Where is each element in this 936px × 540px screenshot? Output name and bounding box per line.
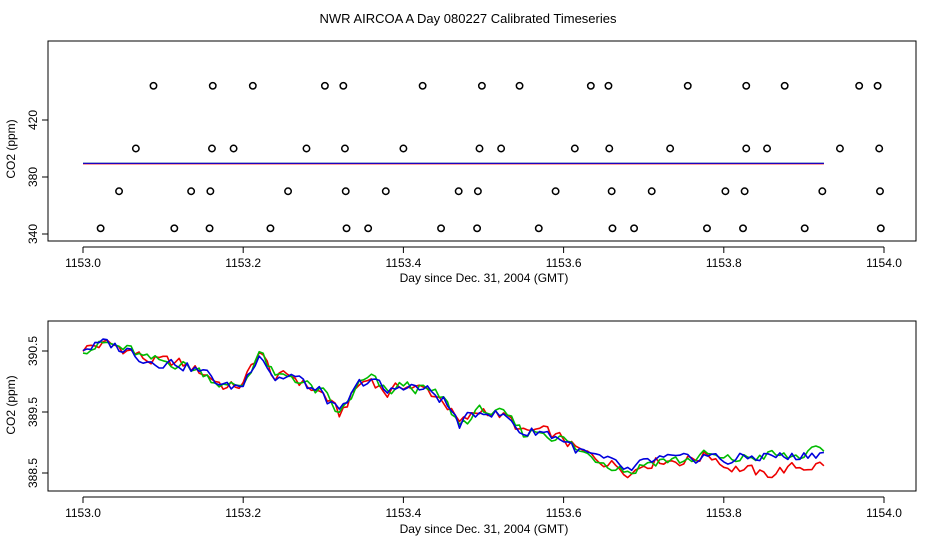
calibration-point (534, 224, 543, 233)
calibration-point (473, 224, 482, 233)
calibration-point (364, 224, 373, 233)
calibration-x-tick-label: 1154.0 (866, 256, 902, 270)
calibration-y-tick-label: 340 (26, 224, 40, 244)
calibration-point (454, 187, 463, 196)
calibration-point (855, 81, 864, 90)
calibration-point (876, 224, 885, 233)
calibration-point (721, 187, 730, 196)
calibration-x-axis-label: Day since Dec. 31, 2004 (GMT) (400, 271, 569, 285)
calibration-point (875, 144, 884, 153)
calibration-point (208, 81, 217, 90)
calibration-point (418, 81, 427, 90)
calibration-point (96, 224, 105, 233)
timeseries-x-tick-label: 1154.0 (866, 506, 902, 520)
calibration-point (835, 144, 844, 153)
calibration-point (647, 187, 656, 196)
calibration-point (630, 224, 639, 233)
timeseries-line-blue (82, 338, 825, 472)
calibration-x-tick-label: 1153.0 (65, 256, 101, 270)
timeseries-x-tick-label: 1153.8 (706, 506, 742, 520)
timeseries-x-tick-label: 1153.4 (385, 506, 421, 520)
calibration-point (266, 224, 275, 233)
calibration-point (666, 144, 675, 153)
calibration-y-axis: 340 380 420 (26, 110, 49, 244)
timeseries-y-tick-label: 388.5 (26, 458, 40, 488)
timeseries-lines (82, 338, 825, 479)
calibration-point (551, 187, 560, 196)
calibration-point (515, 81, 524, 90)
calibration-series (83, 162, 824, 165)
calibration-point (339, 81, 348, 90)
timeseries-y-axis-label: CO2 (ppm) (4, 375, 18, 434)
calibration-point (703, 224, 711, 233)
timeseries-x-axis: 1153.0 1153.2 1153.4 1153.6 1153.8 1154.0 (65, 496, 902, 520)
calibration-point (149, 81, 158, 90)
calibration-point (320, 81, 329, 90)
calibration-x-tick-label: 1153.8 (706, 256, 742, 270)
calibration-point (740, 187, 749, 196)
timeseries-x-tick-label: 1153.2 (225, 506, 261, 520)
calibration-point (876, 187, 884, 196)
calibration-point (497, 144, 506, 153)
timeseries-y-axis: 388.5 389.5 390.5 (26, 336, 49, 488)
calibration-point (683, 81, 692, 90)
timeseries-panel: 1153.0 1153.2 1153.4 1153.6 1153.8 1154.0 388… (4, 320, 917, 536)
calibration-point (475, 144, 484, 153)
calibration-point (381, 187, 390, 196)
calibration-y-tick-label: 420 (26, 110, 40, 130)
calibration-point (284, 187, 293, 196)
timeseries-x-tick-label: 1153.6 (546, 506, 582, 520)
calibration-points (96, 81, 885, 233)
calibration-point (205, 224, 214, 233)
calibration-point (818, 187, 827, 196)
calibration-point (742, 144, 751, 153)
calibration-point (586, 81, 595, 90)
timeseries-line-red (82, 339, 825, 479)
timeseries-y-tick-label: 390.5 (26, 336, 40, 366)
calibration-x-tick-label: 1153.6 (546, 256, 582, 270)
timeseries-x-tick-label: 1153.0 (65, 506, 101, 520)
timeseries-y-tick-label: 389.5 (26, 397, 40, 427)
calibration-point (437, 224, 445, 233)
calibration-point (570, 144, 579, 153)
calibration-point (340, 144, 349, 153)
calibration-point (206, 187, 215, 196)
calibration-point (170, 224, 179, 233)
calibration-point (302, 144, 311, 153)
calibration-point (604, 81, 613, 90)
calibration-point (605, 144, 614, 153)
calibration-point (739, 224, 747, 233)
calibration-point (341, 187, 350, 196)
calibration-x-axis: 1153.0 1153.2 1153.4 1153.6 1153.8 1154.0 (65, 246, 902, 270)
calibration-point (607, 187, 616, 196)
calibration-x-tick-label: 1153.4 (385, 256, 421, 270)
timeseries-x-axis-label: Day since Dec. 31, 2004 (GMT) (400, 522, 569, 536)
calibration-point (248, 81, 257, 90)
calibration-point (399, 144, 408, 153)
chart-title: NWR AIRCOA A Day 080227 Calibrated Times… (320, 11, 617, 26)
calibration-point (187, 187, 196, 196)
calibration-point (800, 224, 809, 233)
calibration-point (873, 81, 882, 90)
calibration-point (208, 144, 216, 153)
timeseries-line-green (82, 340, 825, 475)
calibration-y-axis-label: CO2 (ppm) (4, 119, 18, 178)
calibration-point (229, 144, 238, 153)
calibration-point (608, 224, 617, 233)
calibration-point (473, 187, 482, 196)
calibration-panel: 1153.0 1153.2 1153.4 1153.6 1153.8 1154.0 340… (4, 40, 917, 285)
calibration-point (342, 224, 351, 233)
calibration-point (780, 81, 789, 90)
calibration-point (742, 81, 751, 90)
calibration-point (477, 81, 486, 90)
timeseries-plot-frame (47, 320, 917, 492)
calibration-point (763, 144, 772, 153)
calibration-y-tick-label: 380 (26, 167, 40, 187)
calibration-x-tick-label: 1153.2 (225, 256, 261, 270)
calibration-plot-frame (47, 40, 917, 242)
calibration-point (115, 187, 123, 196)
calibration-point (131, 144, 140, 153)
